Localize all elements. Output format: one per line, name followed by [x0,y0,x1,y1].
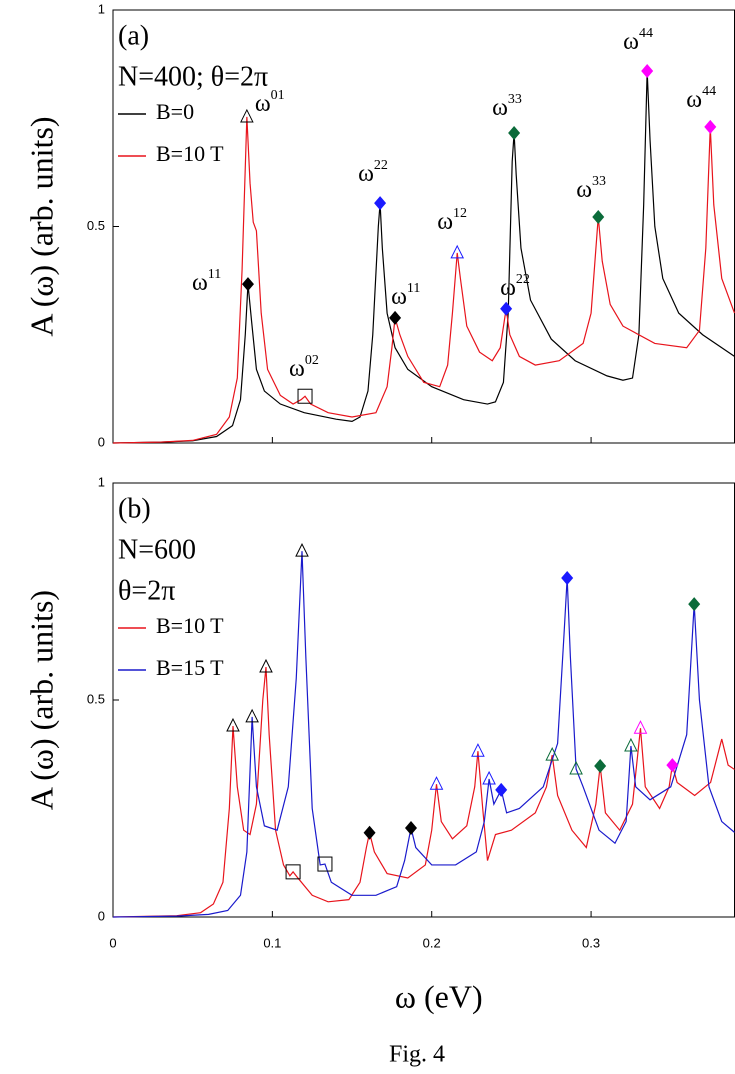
triangle-marker [482,770,496,785]
peak-label: ω22 [358,158,388,186]
x-tick-label: 0.2 [423,935,441,950]
peak-label-base: ω [358,161,374,187]
diamond-marker [592,209,605,224]
square-marker [297,388,313,404]
peak-label-sup: 22 [374,158,388,173]
panel-annotation: N=600 [118,534,196,565]
diamond-marker [405,821,418,836]
curve [112,116,735,444]
diamond-marker [500,301,513,316]
panel-label: (b) [118,493,151,524]
y-tick-label: 0 [98,434,105,449]
peak-label-base: ω [492,94,508,120]
y-tick-label: 0.5 [87,218,105,233]
peak-label-sup: 02 [305,353,319,368]
triangle-marker [633,720,648,734]
diamond-marker [389,310,402,325]
peak-label-base: ω [391,283,407,309]
diamond-marker [363,825,376,840]
peak-label-sup: 33 [508,92,522,107]
peak-label-base: ω [576,176,592,202]
y-axis-title: A (ω) (arb. units) [23,590,59,810]
curve [112,666,735,918]
peak-label-base: ω [500,274,516,300]
panel-annotation: θ=2π [118,575,175,606]
peak-label-sup: 44 [702,84,716,99]
square-marker [317,856,333,872]
peak-label: ω02 [289,353,319,381]
peak-label-base: ω [623,29,639,55]
triangle-marker [226,717,240,732]
peak-label-sup: 33 [592,174,606,189]
peak-label-base: ω [255,90,271,116]
legend-label: B=10 T [156,613,224,638]
diamond-marker [561,571,574,586]
panel-annotation: N=400; θ=2π [118,61,268,92]
legend-label: B=0 [156,99,194,124]
peak-label-sup: 11 [407,281,420,296]
peak-label: ω12 [437,206,467,234]
legend-label: B=15 T [156,655,224,680]
x-tick-label: 0.1 [263,935,281,950]
x-axis-title: ω (eV) [395,978,483,1014]
figure-caption: Fig. 4 [389,1042,445,1068]
x-tick-label: 0.3 [582,935,600,950]
triangle-marker [429,776,444,790]
triangle-marker [240,108,254,123]
diamond-marker [374,196,387,211]
y-tick-label: 1 [98,1,105,16]
peak-label: ω22 [500,272,530,300]
curve [112,551,735,918]
y-tick-label: 0 [98,908,105,923]
triangle-marker [471,743,485,757]
peak-label-base: ω [686,86,702,112]
peak-label-sup: 11 [208,267,221,282]
panel-label: (a) [118,20,149,51]
peak-label-base: ω [289,356,305,382]
diamond-marker [495,782,508,797]
peak-label-base: ω [192,270,208,296]
peak-label: ω11 [192,267,221,295]
peak-label: ω44 [686,84,716,112]
x-tick-label: 0 [109,935,116,950]
peak-label: ω01 [255,88,285,116]
diamond-marker [508,125,521,140]
diamond-marker [666,758,679,773]
y-tick-label: 0.5 [87,691,105,706]
triangle-marker [624,737,638,752]
triangle-marker [569,760,583,775]
triangle-marker [450,244,465,259]
triangle-marker [259,658,273,673]
peak-label-sup: 12 [453,206,467,221]
plot-frame [112,482,735,918]
peak-label: ω33 [576,174,606,202]
diamond-marker [688,597,701,612]
y-tick-label: 1 [98,474,105,489]
peak-label: ω11 [391,281,420,309]
triangle-marker [295,543,309,557]
peak-label-sup: 44 [639,26,653,41]
peak-label-sup: 01 [271,88,285,103]
diamond-marker [241,277,254,292]
y-axis-title: A (ω) (arb. units) [23,116,59,336]
peak-label-base: ω [437,208,453,234]
triangle-marker [245,708,259,723]
peak-label: ω33 [492,92,522,120]
square-marker [285,864,301,880]
peak-label-sup: 22 [516,272,530,287]
peak-label: ω44 [623,26,653,54]
triangle-marker [545,746,560,761]
diamond-marker [641,64,654,79]
curve [112,71,735,444]
diamond-marker [704,119,717,134]
diamond-marker [594,758,607,773]
legend-label: B=10 T [156,141,224,166]
